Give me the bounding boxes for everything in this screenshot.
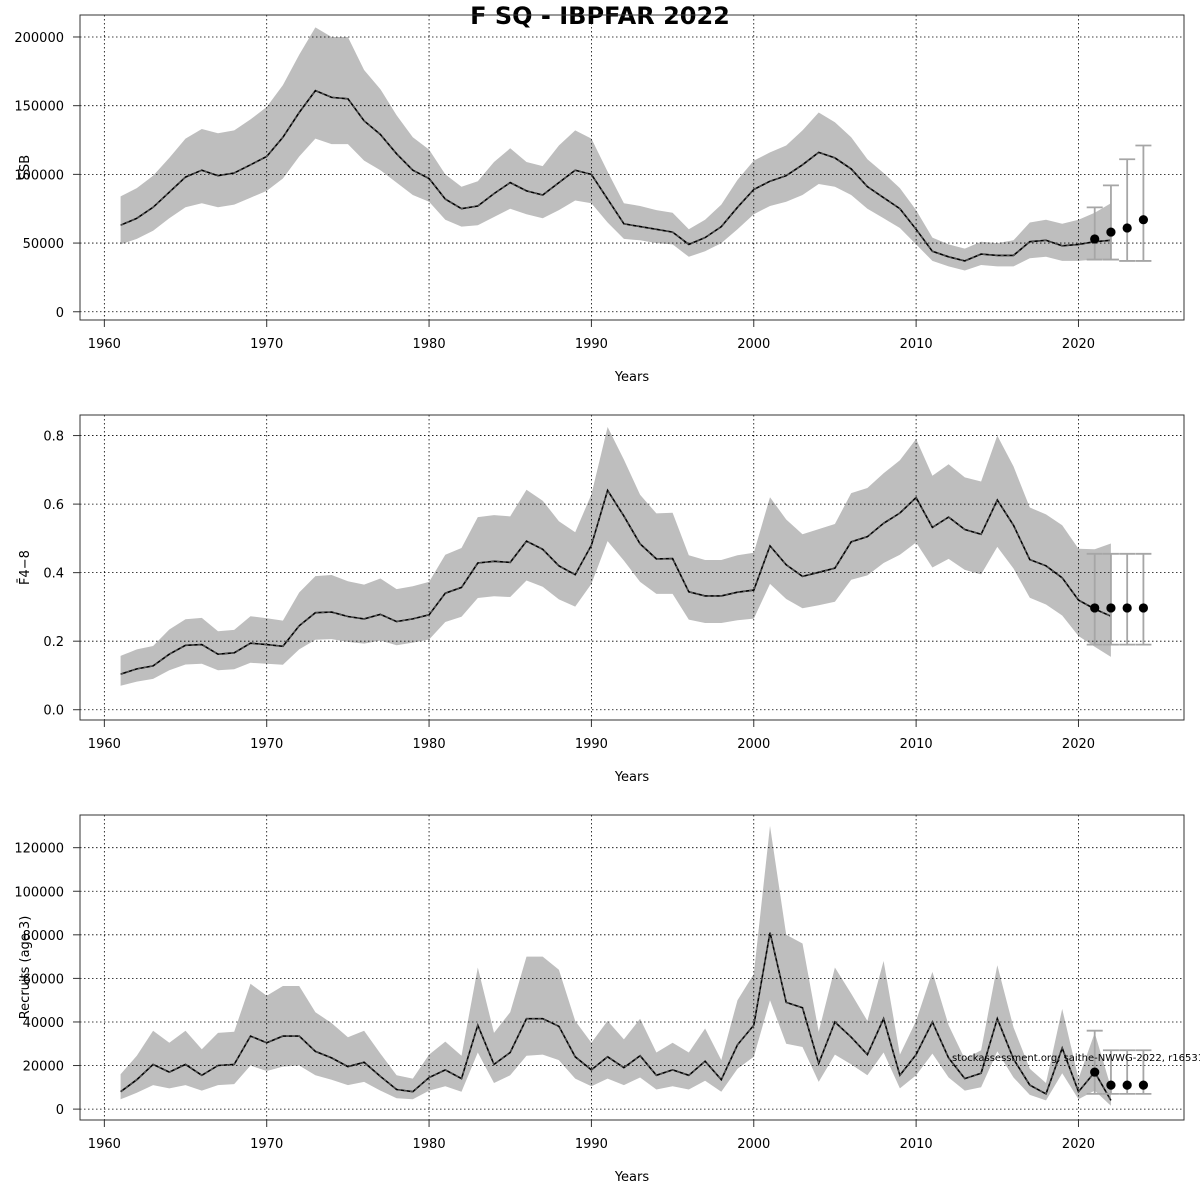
forecast-point: [1090, 603, 1100, 613]
y-tick-label: 40000: [23, 1016, 64, 1031]
y-tick-label: 100000: [14, 885, 64, 900]
ssb-panel: 1960 1970 1980 1990 2000 2010 2020 0 50000 100000…: [14, 14, 1185, 385]
y-tick-label: 0: [56, 306, 64, 321]
forecast-point: [1138, 603, 1149, 613]
x-tick-label: 2020: [1062, 1137, 1095, 1152]
forecast-point: [1106, 1080, 1116, 1090]
x-tick-label: 1970: [250, 737, 283, 752]
confidence-band: [120, 427, 1111, 686]
forecast-point: [1106, 227, 1116, 237]
forecast-point: [1138, 215, 1149, 225]
x-tick-label: 2010: [900, 1137, 933, 1152]
confidence-band: [120, 27, 1111, 271]
source-annotation: stockassessment.org, saithe-NWWG-2022, r…: [952, 1053, 1200, 1064]
x-tick-label: 1990: [575, 337, 608, 352]
y-tick-label: 200000: [14, 31, 64, 46]
x-tick-label: 2020: [1062, 337, 1095, 352]
y-tick-label: 120000: [14, 842, 64, 857]
x-axis-label: Years: [614, 1170, 650, 1185]
y-tick-label: 0.8: [43, 430, 64, 445]
x-tick-label: 2000: [737, 1137, 770, 1152]
y-tick-label: 150000: [14, 100, 64, 115]
x-tick-label: 1990: [575, 737, 608, 752]
x-tick-label: 1960: [88, 337, 121, 352]
y-tick-label: 20000: [23, 1060, 64, 1075]
estimate-line-dashed: [120, 932, 1112, 1101]
forecast-point: [1090, 1067, 1100, 1077]
x-tick-label: 1970: [250, 337, 283, 352]
plot-frame: [79, 814, 1185, 1121]
y-axis-label: F̄4−8: [18, 550, 33, 585]
fishing-mortality-panel: 1960 1970 1980 1990 2000 2010 2020 0.0 0.2 0.4 0.6…: [18, 414, 1185, 785]
x-tick-label: 2000: [737, 737, 770, 752]
y-tick-label: 50000: [23, 237, 64, 252]
forecast-point: [1122, 223, 1132, 233]
y-tick-label: 0.0: [43, 704, 64, 719]
x-tick-label: 2010: [900, 337, 933, 352]
estimate-line-dashed: [120, 488, 1112, 675]
x-axis-label: Years: [614, 770, 650, 785]
x-tick-label: 1980: [413, 337, 446, 352]
y-tick-label: 60000: [23, 972, 64, 987]
forecast-point: [1106, 603, 1116, 613]
x-tick-label: 1970: [250, 1137, 283, 1152]
y-tick-label: 0.2: [43, 635, 64, 650]
y-tick-label: 0.6: [43, 498, 64, 513]
forecast-point: [1138, 1080, 1149, 1090]
plot-frame: [79, 14, 1185, 321]
estimate-line-dashed: [120, 89, 1111, 262]
x-tick-label: 2010: [900, 737, 933, 752]
x-tick-label: 1960: [88, 737, 121, 752]
forecast-point: [1090, 234, 1100, 244]
plot-frame: [79, 414, 1185, 721]
y-axis-label: SSB: [18, 155, 33, 180]
y-axis-label: Recruits (age 3): [18, 916, 33, 1020]
y-tick-label: 0.4: [43, 567, 64, 582]
y-tick-label: 100000: [14, 168, 64, 183]
x-tick-label: 1980: [413, 737, 446, 752]
x-tick-label: 1990: [575, 1137, 608, 1152]
confidence-band: [120, 825, 1111, 1106]
x-axis-label: Years: [614, 370, 650, 385]
y-tick-label: 0: [56, 1103, 64, 1118]
x-tick-label: 1960: [88, 1137, 121, 1152]
chart-title: F SQ - IBPFAR 2022: [470, 2, 730, 30]
x-tick-label: 2000: [737, 337, 770, 352]
forecast-point: [1122, 603, 1132, 613]
forecast-point: [1122, 1080, 1132, 1090]
x-tick-label: 2020: [1062, 737, 1095, 752]
recruitment-panel: 1960 1970 1980 1990 2000 2010 2020 0 20000 40000 6…: [14, 814, 1200, 1185]
x-tick-label: 1980: [413, 1137, 446, 1152]
y-tick-label: 80000: [23, 929, 64, 944]
